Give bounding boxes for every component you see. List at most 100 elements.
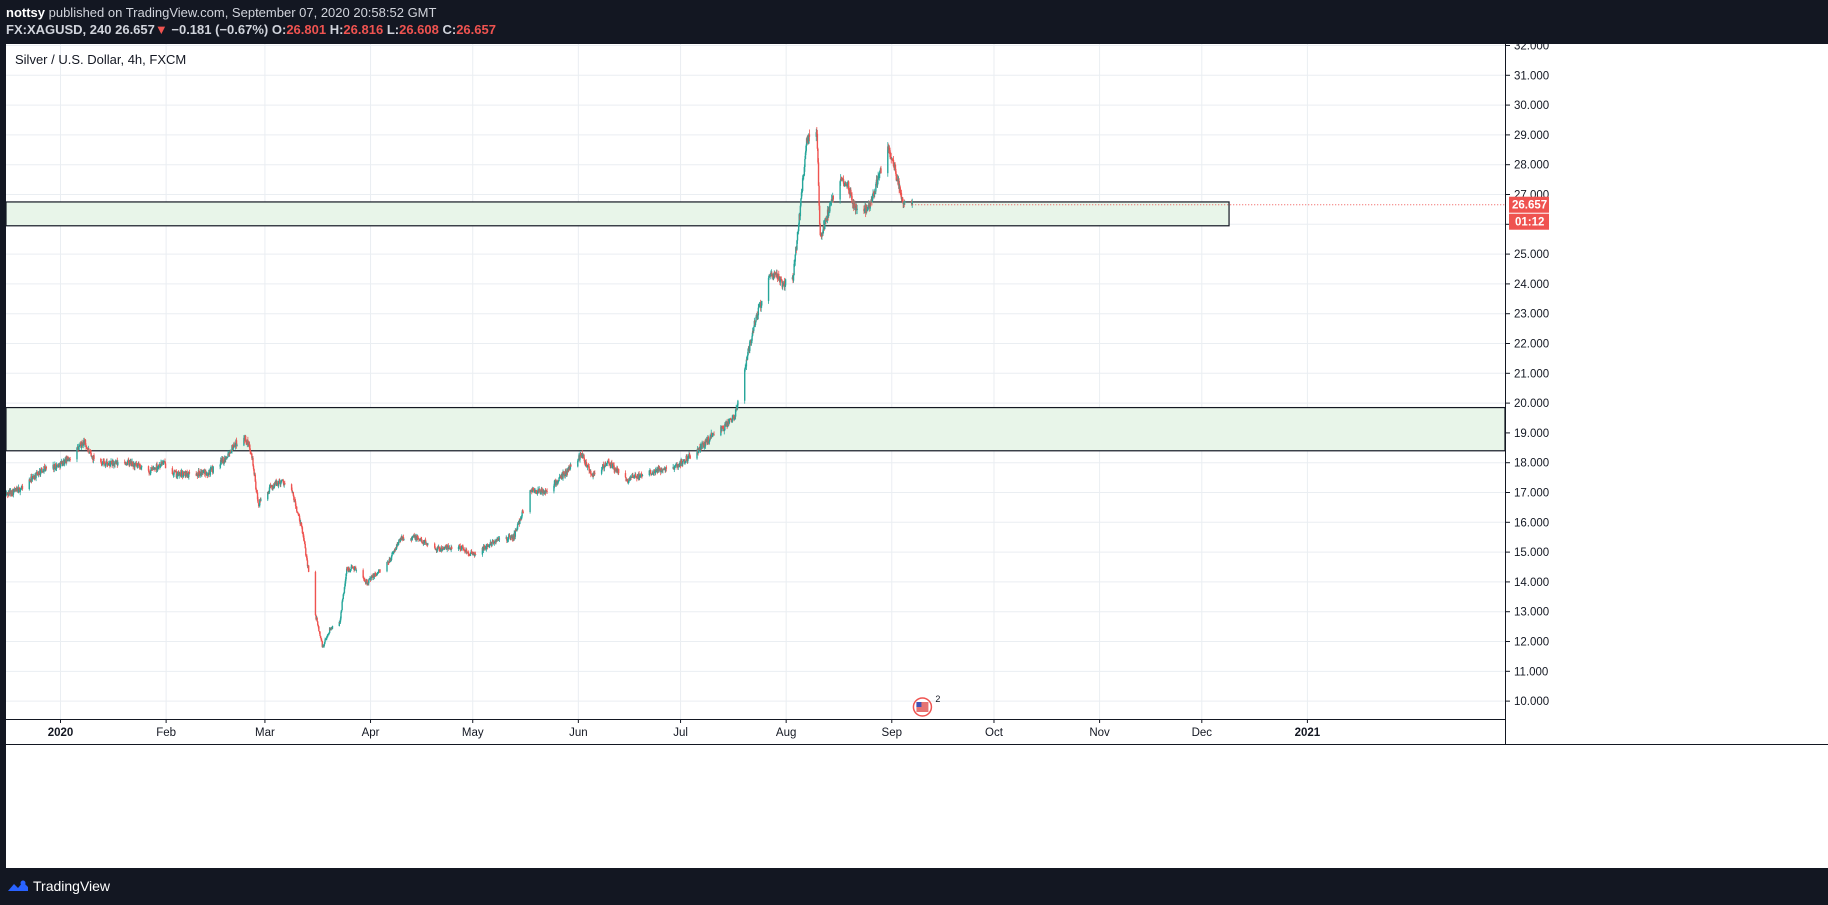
candle bbox=[641, 474, 644, 477]
candle-body bbox=[183, 472, 185, 477]
candle-body bbox=[436, 547, 439, 550]
candle-body bbox=[533, 491, 536, 493]
candle bbox=[482, 543, 485, 554]
candle bbox=[654, 467, 657, 475]
candle-body bbox=[53, 465, 55, 470]
candle-body bbox=[911, 201, 913, 205]
candle bbox=[323, 644, 325, 649]
candle-body bbox=[876, 180, 879, 186]
candle-body bbox=[424, 539, 427, 544]
candle-body bbox=[546, 490, 548, 492]
candle-body bbox=[344, 583, 346, 588]
candle-body bbox=[109, 461, 112, 467]
candle-body bbox=[770, 274, 772, 277]
candle-body bbox=[746, 354, 749, 360]
candle-body bbox=[483, 546, 486, 550]
candle-body bbox=[489, 545, 491, 546]
candle-body bbox=[162, 462, 164, 465]
price-tick-label: 28.000 bbox=[1514, 160, 1549, 172]
candle-body bbox=[54, 464, 57, 469]
candle-body bbox=[131, 461, 134, 465]
candle-body bbox=[259, 499, 261, 506]
candle-body bbox=[182, 476, 184, 477]
candle-body bbox=[45, 466, 48, 469]
candle bbox=[709, 434, 711, 442]
candle-body bbox=[680, 460, 682, 467]
chart-area[interactable]: 2 10.000 11.000 12.000 13.000 14.000 15.000 16… bbox=[5, 40, 1828, 868]
candle-body bbox=[328, 627, 331, 634]
candle-body bbox=[403, 539, 405, 541]
candle bbox=[10, 489, 12, 497]
candle-body bbox=[117, 462, 119, 465]
candle-body bbox=[81, 441, 83, 445]
tradingview-logo-icon[interactable] bbox=[7, 879, 29, 896]
time-tick-label: Oct bbox=[985, 727, 1004, 739]
candle bbox=[579, 451, 581, 463]
candle-body bbox=[123, 462, 126, 464]
candle-body bbox=[284, 482, 286, 485]
candle-body bbox=[141, 466, 143, 468]
brand-name[interactable]: TradingView bbox=[33, 878, 111, 894]
candle bbox=[226, 457, 229, 459]
candle bbox=[151, 465, 153, 472]
candle bbox=[751, 327, 754, 337]
candle-body bbox=[758, 303, 761, 307]
candle-body bbox=[295, 505, 297, 507]
candle-body bbox=[108, 463, 110, 465]
candle-body bbox=[164, 461, 166, 464]
candle-body bbox=[792, 275, 795, 281]
candle-body bbox=[458, 544, 461, 547]
candle-body bbox=[276, 482, 279, 484]
author-name[interactable]: nottsy bbox=[6, 5, 45, 20]
candle-body bbox=[36, 471, 38, 474]
price-tick-label: 29.000 bbox=[1514, 130, 1549, 142]
candle-body bbox=[866, 208, 869, 210]
candle-body bbox=[368, 579, 370, 584]
candle-body bbox=[257, 503, 260, 506]
candle-body bbox=[250, 451, 252, 453]
high-value: 26.816 bbox=[343, 22, 384, 37]
candle-body bbox=[331, 626, 334, 629]
candle-body bbox=[466, 551, 469, 553]
candle-body bbox=[757, 315, 759, 317]
candle-body bbox=[652, 473, 654, 475]
candle-body bbox=[713, 434, 715, 436]
candle bbox=[104, 463, 107, 469]
candle bbox=[386, 561, 388, 573]
candle bbox=[613, 462, 615, 473]
candle-body bbox=[88, 450, 91, 454]
candle-body bbox=[101, 463, 104, 465]
candle-body bbox=[202, 470, 205, 474]
candle-body bbox=[541, 489, 543, 491]
candle-body bbox=[749, 341, 751, 351]
candle bbox=[776, 269, 778, 280]
candle bbox=[350, 564, 352, 571]
candle-body bbox=[329, 627, 331, 630]
candle-body bbox=[894, 164, 896, 169]
candle bbox=[558, 477, 560, 482]
candle bbox=[768, 274, 770, 281]
candle bbox=[507, 538, 509, 543]
candle bbox=[699, 443, 702, 453]
candle-body bbox=[363, 577, 365, 579]
candle bbox=[728, 418, 731, 425]
candle-body bbox=[641, 475, 644, 476]
candle-body bbox=[307, 565, 310, 572]
candle bbox=[733, 414, 736, 421]
candle-body bbox=[820, 235, 822, 236]
candle-body bbox=[434, 547, 436, 550]
candle-body bbox=[317, 621, 319, 625]
candle bbox=[323, 641, 326, 647]
candle-body bbox=[520, 518, 522, 520]
price-tick-label: 21.000 bbox=[1514, 368, 1549, 380]
candle bbox=[355, 568, 358, 573]
candle-body bbox=[269, 485, 271, 488]
candle bbox=[45, 465, 48, 471]
candle-body bbox=[60, 462, 62, 463]
candle-body bbox=[773, 272, 775, 277]
candles-layer bbox=[5, 127, 913, 649]
candle bbox=[355, 565, 357, 571]
price-chart[interactable]: 2 10.000 11.000 12.000 13.000 14.000 15.000 16… bbox=[5, 40, 1828, 868]
candle bbox=[345, 566, 348, 577]
candle bbox=[498, 536, 501, 543]
